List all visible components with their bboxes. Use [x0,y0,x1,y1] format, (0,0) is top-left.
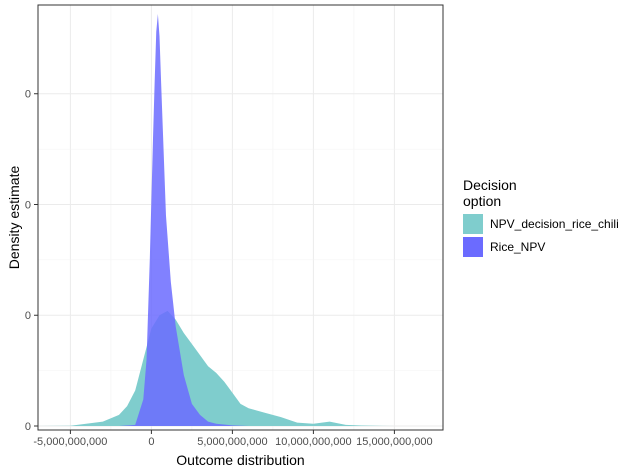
legend-title: Decision option [463,177,517,209]
y-axis-ticks: 0 0 0 0 [25,89,38,433]
density-areas [38,14,443,426]
plot-panel-border [37,4,444,431]
x-tick-label: 0 [148,436,154,448]
density-area-Rice_NPV [119,14,249,426]
legend-label-NPV_decision_rice_chili: NPV_decision_rice_chili [490,217,619,231]
x-tick-label: 5,000,000,000 [197,436,267,448]
x-tick-label: -5,000,000,000 [33,436,107,448]
x-tick-label: 15,000,000,000 [356,436,432,448]
grid-lines [38,5,443,430]
x-tick-label: 10,000,000,000 [275,436,351,448]
x-axis-ticks: -5,000,000,000 0 5,000,000,000 10,000,000,0… [33,430,433,448]
y-tick-label: 0 [25,421,31,433]
density-area-NPV_decision_rice_chili [38,310,443,426]
y-tick-label: 0 [25,89,31,101]
legend: Decision option NPV_decision_rice_chili Ric… [463,177,619,257]
y-tick-label: 0 [25,199,31,211]
legend-label-Rice_NPV: Rice_NPV [490,240,545,254]
legend-key-Rice_NPV [463,237,483,257]
x-axis-title: Outcome distribution [176,452,304,468]
y-axis-title: Density estimate [6,166,22,270]
y-tick-label: 0 [25,310,31,322]
legend-key-NPV_decision_rice_chili [463,214,483,234]
